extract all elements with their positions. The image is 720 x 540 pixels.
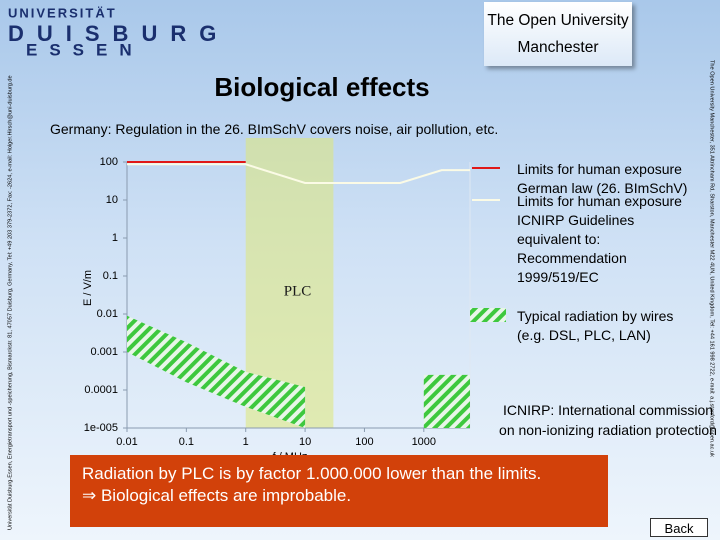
x-tick-label: 0.01 [116,436,137,448]
y-tick-label: 1 [112,232,118,244]
x-tick-label: 100 [355,436,373,448]
conclusion-box: Radiation by PLC is by factor 1.000.000 … [70,455,608,527]
limit-line [127,163,470,185]
slide-title: Biological effects [214,72,430,102]
partner-name: The Open University Manchester [487,12,629,56]
radiation-band [127,315,306,428]
x-tick-label: 0.1 [179,436,194,448]
y-tick-label: 0.1 [103,270,118,282]
y-tick-label: 100 [100,156,118,168]
x-tick-label: 1 [243,436,249,448]
y-tick-label: 10 [106,194,118,206]
legend-label: Limits for human exposure ICNIRP Guideli… [517,193,682,285]
conclusion-line: Radiation by PLC is by factor 1.000.000 … [82,464,542,483]
back-button[interactable]: Back [650,518,708,537]
y-axis-label: E / V/m [82,270,94,306]
note: ICNIRP: International commission on non-… [499,402,717,438]
logo-line2: DUISBURG [8,21,229,46]
legend-label: Typical radiation by wires (e.g. DSL, PL… [517,308,674,343]
logo-line1: UNIVERSITÄT [8,5,117,20]
x-tick-label: 1000 [412,436,436,448]
y-tick-label: 0.01 [97,308,118,320]
conclusion-line: ⇒ Biological effects are improbable. [82,486,352,505]
subtitle: Germany: Regulation in the 26. BImSchV c… [50,121,499,137]
side-text-left: Universität Duisburg-Essen, Energietrans… [7,75,13,530]
y-tick-label: 0.0001 [84,384,118,396]
legend-label: Limits for human exposure German law (26… [517,161,688,196]
partner-box: The Open University Manchester [484,2,632,66]
radiation-band [423,374,470,428]
x-tick-label: 10 [299,436,311,448]
side-text-right: The Open University Manchester, 351 Altr… [709,60,715,457]
y-tick-label: 0.001 [90,346,118,358]
y-tick-label: 1e-005 [84,422,118,434]
highlight-label: PLC [284,283,312,299]
logo-line3: ESSEN [26,40,144,59]
legend-swatch [470,308,506,322]
